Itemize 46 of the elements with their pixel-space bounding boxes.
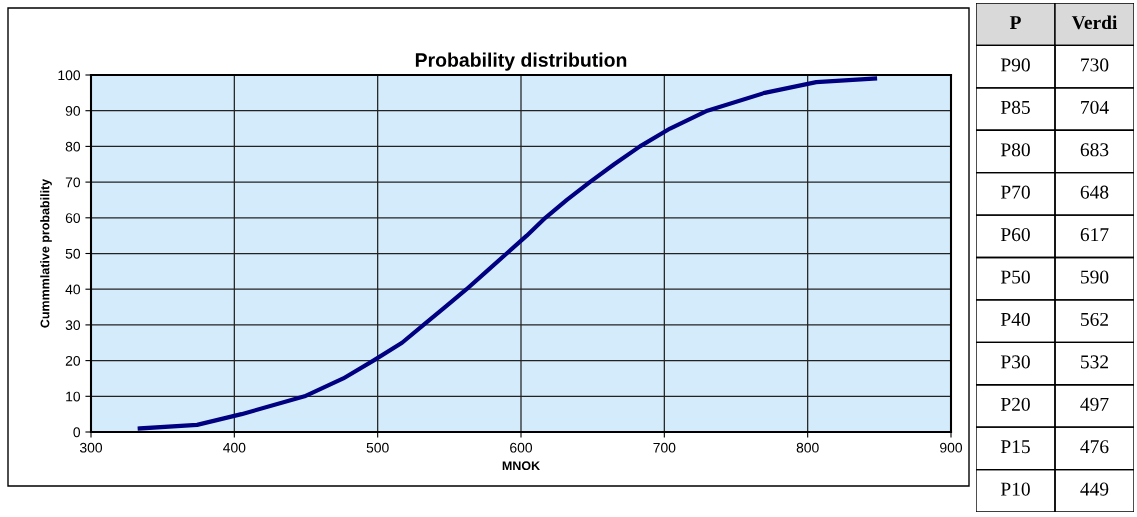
y-tick-label: 70: [65, 177, 81, 188]
category-label: P70: [1000, 185, 1030, 199]
data-label: 683: [1080, 143, 1109, 157]
category-label: P50: [1000, 270, 1030, 284]
y-tick-label: 60: [65, 213, 81, 223]
category-label: P40: [1000, 312, 1030, 326]
y-tick-label: 90: [65, 106, 81, 116]
x-tick-label: 800: [796, 442, 819, 453]
category-label: P15: [1000, 440, 1030, 454]
x-tick-label: 600: [510, 442, 533, 453]
data-label: 532: [1081, 355, 1109, 369]
category-label: P30: [1000, 355, 1030, 369]
data-label: 648: [1080, 185, 1109, 199]
data-label: 730: [1081, 58, 1109, 72]
chart-title: Probability distribution: [415, 52, 627, 71]
data-label: 562: [1081, 312, 1109, 326]
text: P: [1009, 16, 1021, 29]
y-tick-label: 80: [65, 141, 81, 152]
data-label: 497: [1080, 397, 1109, 411]
category-label: P10: [1000, 482, 1030, 496]
y-tick-label: 10: [66, 391, 81, 402]
y-tick-label: 40: [65, 284, 81, 295]
data-label: 476: [1080, 440, 1109, 454]
category-label: P20: [1000, 397, 1030, 411]
category-label: P60: [1000, 228, 1030, 242]
text: Verdi: [1071, 15, 1118, 30]
category-label: P85: [1000, 100, 1030, 114]
y-tick-label: 100: [58, 70, 81, 81]
data-label: 449: [1080, 482, 1109, 496]
y-tick-label: 20: [65, 355, 81, 366]
line-series: [137, 76, 878, 431]
category-label: P80: [1000, 143, 1030, 157]
y-tick-label: 50: [65, 248, 81, 259]
data-label: 590: [1081, 270, 1109, 284]
y-axis-title: Cummmlative probability: [40, 178, 52, 328]
y-tick-label: 0: [73, 427, 81, 438]
data-label: 617: [1080, 228, 1109, 242]
x-tick-label: 300: [79, 442, 103, 453]
x-tick-label: 500: [366, 442, 389, 453]
x-tick-label: 700: [653, 442, 676, 453]
x-tick-label: 900: [940, 442, 963, 453]
x-axis-title: MNOK: [502, 461, 540, 471]
category-label: P90: [1000, 58, 1030, 72]
data-label: 704: [1081, 100, 1109, 114]
y-tick-label: 30: [65, 320, 81, 331]
x-tick-label: 400: [223, 442, 246, 453]
